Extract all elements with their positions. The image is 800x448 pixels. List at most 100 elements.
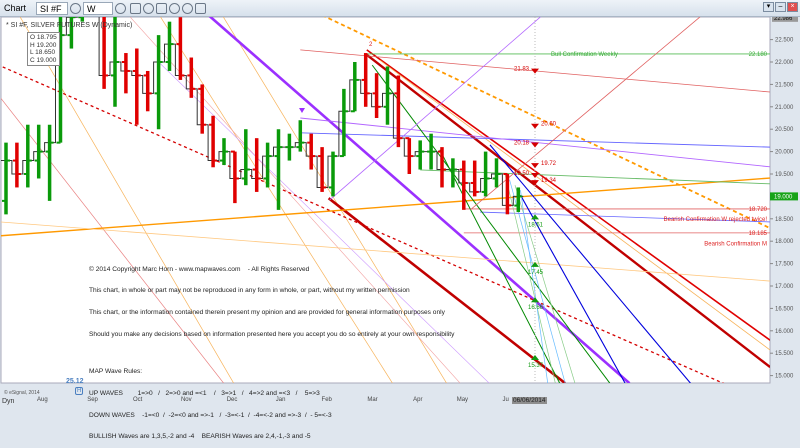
x-tick-label: Nov: [181, 397, 192, 403]
plot-layer: Bull Confirmation Weekly 22.180 18.720 Bear…: [1, 17, 770, 383]
note-line: This chart, or the information contained…: [89, 309, 445, 317]
price-chart[interactable]: Bull Confirmation Weekly 22.180 18.720 Bear…: [0, 13, 800, 411]
current-price-badge: [770, 192, 798, 201]
ohlc-close: C 19.000: [30, 56, 57, 64]
down-target-label: 20.60: [541, 122, 557, 128]
trend-line: [158, 61, 490, 383]
up-target-triangle: [531, 297, 539, 303]
trend-line: [1, 97, 225, 383]
pencil-icon[interactable]: [130, 3, 141, 14]
cursor-date-box: 06/06/2014: [512, 397, 547, 404]
trend-line: [329, 17, 541, 201]
ohlc-open: O 18.795: [30, 34, 57, 41]
y-tick-label: 21.000: [775, 105, 794, 111]
cursor-icon[interactable]: [143, 3, 154, 14]
trend-line: [420, 169, 770, 185]
top-value-label: 22.986: [774, 17, 793, 22]
trend-line: [2, 66, 725, 383]
chart-annotation: 2: [369, 42, 373, 48]
note-line: Should you make any decisions based on i…: [89, 331, 455, 339]
up-target-label: 15.37: [528, 363, 544, 369]
down-target-label: 19.34: [541, 178, 557, 184]
trend-line: [1, 221, 770, 282]
clock-icon[interactable]: [182, 3, 193, 14]
play-icon[interactable]: [169, 3, 180, 14]
y-tick-label: 22.500: [775, 38, 794, 44]
link-icon[interactable]: [195, 3, 206, 14]
down-target-label: 19.50: [514, 171, 530, 177]
down-target-label: 21.83: [514, 67, 530, 73]
chart-annotation: Bearish Confirmation W rejected twice!: [664, 217, 768, 223]
x-tick-label: Mar: [367, 397, 377, 403]
minimize-button[interactable]: –: [775, 2, 786, 12]
chart-toolbar: Chart SI #F W ▾ – ×: [0, 0, 800, 17]
note-line: © 2014 Copyright Marc Horn - www.mapwave…: [89, 265, 310, 273]
up-target-triangle: [531, 214, 539, 220]
note-line: BULLISH Waves are 1,3,5,-2 and -4 BEARIS…: [89, 433, 311, 441]
trend-line: [480, 211, 770, 223]
x-tick-label: Ju: [502, 397, 508, 403]
x-tick-label: Sep: [87, 397, 98, 403]
symbol-input[interactable]: SI #F: [36, 2, 68, 15]
y-tick-label: 19.500: [775, 172, 794, 178]
trend-line: [504, 174, 556, 383]
pin-button[interactable]: ▾: [763, 2, 774, 12]
trend-line: [520, 190, 549, 383]
ohlc-low: L 18.650: [30, 49, 56, 56]
symbol-clock-icon[interactable]: [70, 3, 81, 14]
copyright-note: © 2014 Copyright Marc Horn - www.mapwave…: [89, 251, 454, 448]
chart-annotation: Bearish Confirmation M: [704, 241, 767, 247]
x-tick-label: Apr: [413, 397, 422, 403]
down-target-label: 20.18: [514, 141, 530, 147]
chart-annotation: 18.720: [749, 207, 768, 213]
y-tick-label: 20.000: [775, 150, 794, 156]
wave-marker-triangle: [299, 108, 305, 113]
trend-line: [208, 17, 631, 383]
y-tick-label: 18.500: [775, 217, 794, 223]
down-target-triangle: [531, 68, 539, 74]
x-tick-label: Feb: [322, 397, 333, 403]
y-tick-label: 15.000: [775, 374, 794, 380]
trend-line: [371, 64, 611, 383]
note-line: MAP Wave Rules:: [89, 367, 143, 375]
trend-line: [514, 185, 576, 383]
interval-clock-icon[interactable]: [115, 3, 126, 14]
down-target-triangle: [531, 173, 539, 178]
ohlc-box: O 18.795 H 19.200 L 18.650 C 19.000: [27, 32, 60, 66]
chart-annotation: 18.185: [749, 231, 768, 237]
y-tick-label: 22.000: [775, 60, 794, 66]
note-line: This chart, in whole or part may not be …: [89, 287, 410, 295]
esignal-copyright: © eSignal, 2014: [4, 390, 40, 396]
interval-select[interactable]: W: [83, 2, 113, 15]
y-tick-label: 17.500: [775, 262, 794, 268]
top-value-badge: [772, 13, 798, 22]
plot-area: [0, 16, 771, 384]
trend-line: [300, 117, 770, 168]
trend-line: [470, 17, 701, 211]
high-marker: H: [75, 387, 84, 395]
chart-annotation: Bull Confirmation Weekly: [551, 52, 618, 58]
trend-line: [379, 59, 770, 351]
up-target-triangle: [531, 355, 539, 361]
y-tick-label: 18.000: [775, 239, 794, 245]
up-target-label: 16.66: [528, 305, 544, 311]
trend-line: [439, 149, 561, 383]
down-target-triangle: [531, 163, 539, 169]
x-tick-label: Dec: [227, 397, 238, 403]
up-target-triangle: [531, 261, 539, 267]
chart-title: Chart: [4, 3, 27, 13]
trend-line: [366, 53, 770, 369]
y-tick-label: 20.500: [775, 127, 794, 133]
dyn-button[interactable]: Dyn: [2, 398, 15, 405]
trend-line: [19, 17, 234, 383]
x-tick-label: Aug: [37, 397, 48, 403]
comment-icon[interactable]: [156, 3, 167, 14]
trend-line: [323, 17, 770, 230]
chart-legend: * SI #F, SILVER FUTURES W (Dynamic): [6, 22, 133, 29]
chart-svg[interactable]: Bull Confirmation Weekly 22.180 18.720 Bear…: [0, 13, 800, 411]
down-target-label: 19.72: [541, 161, 557, 167]
trend-line: [1, 177, 770, 237]
close-button[interactable]: ×: [787, 2, 798, 12]
down-target-triangle: [531, 123, 539, 129]
up-target-label: 18.51: [528, 222, 544, 228]
